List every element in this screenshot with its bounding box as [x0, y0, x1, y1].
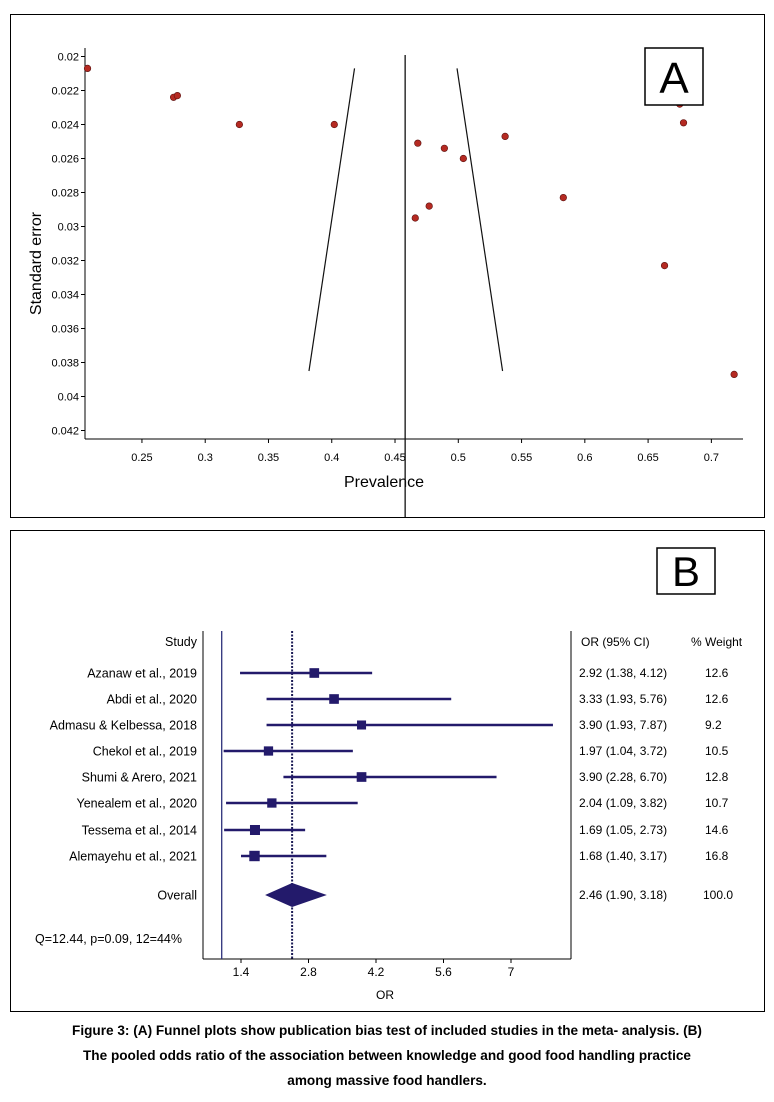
caption-line-3: among massive food handlers. — [287, 1073, 487, 1088]
y-tick-label: 0.03 — [58, 222, 79, 234]
y-axis-label: Standard error — [28, 211, 45, 315]
x-tick-label: 1.4 — [233, 965, 250, 979]
study-name: Abdi et al., 2020 — [107, 693, 197, 707]
weight-value: 16.8 — [705, 849, 729, 863]
weight-column-header: % Weight — [691, 635, 743, 649]
weight-value: 10.7 — [705, 796, 729, 810]
study-point — [411, 214, 419, 222]
panel-label: B — [672, 548, 700, 595]
y-tick-label: 0.038 — [51, 358, 79, 370]
or-ci-value: 1.68 (1.40, 3.17) — [579, 849, 667, 863]
figure-caption: Figure 3: (A) Funnel plots show publicat… — [8, 1018, 766, 1093]
study-point — [730, 370, 738, 379]
study-point — [660, 262, 669, 270]
study-point — [173, 91, 181, 100]
study-point — [414, 139, 422, 147]
y-tick-label: 0.042 — [51, 426, 79, 438]
heterogeneity-stats: Q=12.44, p=0.09, 12=44% — [35, 932, 182, 946]
or-ci-value: 3.33 (1.93, 5.76) — [579, 692, 667, 706]
or-ci-value: 1.69 (1.05, 2.73) — [579, 823, 667, 837]
weight-value: 9.2 — [705, 718, 722, 732]
x-tick-label: 0.65 — [637, 452, 658, 464]
study-point — [459, 154, 467, 163]
x-tick-label: 0.7 — [704, 452, 719, 464]
x-tick-label: 5.6 — [435, 965, 452, 979]
study-name: Admasu & Kelbessa, 2018 — [50, 719, 197, 733]
y-tick-label: 0.02 — [58, 52, 79, 64]
overall-label: Overall — [157, 889, 197, 903]
y-tick-label: 0.028 — [51, 188, 79, 200]
point-estimate-square — [249, 850, 260, 862]
study-point — [425, 202, 433, 210]
weight-value: 12.6 — [705, 692, 729, 706]
or-column-header: OR (95% CI) — [581, 635, 650, 649]
study-point — [679, 119, 688, 127]
x-tick-label: 0.55 — [511, 452, 532, 464]
point-estimate-square — [356, 772, 367, 782]
y-tick-label: 0.034 — [51, 290, 79, 302]
x-tick-label: 0.5 — [451, 452, 466, 464]
study-name: Yenealem et al., 2020 — [77, 797, 198, 811]
overall-diamond — [265, 883, 327, 907]
overall-or-ci-value: 2.46 (1.90, 3.18) — [579, 888, 667, 902]
panel-label-box — [644, 47, 704, 106]
study-column-header: Study — [165, 635, 198, 649]
x-axis-label: OR — [376, 988, 394, 1002]
study-point — [83, 64, 92, 73]
study-point — [559, 194, 567, 202]
point-estimate-square — [357, 720, 367, 730]
y-tick-label: 0.036 — [51, 324, 79, 336]
point-estimate-square — [263, 746, 274, 756]
or-ci-value: 3.90 (1.93, 7.87) — [579, 718, 667, 732]
point-estimate-square — [309, 668, 320, 678]
weight-value: 10.5 — [705, 744, 729, 758]
study-name: Tessema et al., 2014 — [82, 824, 197, 838]
x-tick-label: 0.25 — [131, 452, 152, 464]
or-ci-value: 3.90 (2.28, 6.70) — [579, 770, 667, 784]
x-tick-label: 4.2 — [368, 965, 385, 979]
x-tick-label: 7 — [508, 965, 515, 979]
panel-label-box — [656, 547, 716, 595]
study-name: Shumi & Arero, 2021 — [82, 771, 197, 785]
forest-plot-panel: B Study OR (95% CI) % Weight Azanaw et al., … — [10, 530, 765, 1012]
y-tick-label: 0.026 — [51, 154, 79, 166]
study-point — [235, 120, 243, 129]
y-tick-label: 0.022 — [51, 86, 79, 98]
funnel-right-line — [456, 68, 504, 372]
point-estimate-square — [329, 694, 339, 704]
weight-value: 14.6 — [705, 823, 729, 837]
weight-value: 12.8 — [705, 770, 729, 784]
y-tick-label: 0.024 — [51, 120, 79, 132]
x-tick-label: 0.6 — [577, 452, 592, 464]
study-name: Alemayehu et al., 2021 — [69, 850, 197, 864]
x-tick-label: 0.45 — [384, 452, 405, 464]
y-tick-label: 0.032 — [51, 256, 79, 268]
caption-line-1: Figure 3: (A) Funnel plots show publicat… — [72, 1023, 702, 1038]
panel-label: A — [659, 54, 689, 103]
forest-plot: B Study OR (95% CI) % Weight Azanaw et al., … — [35, 547, 743, 1002]
point-estimate-square — [249, 824, 260, 836]
x-axis-label: Prevalence — [344, 474, 424, 491]
funnel-plot: 0.02 0.022 0.024 0.026 0.028 0.03 0.032 0.034 0.… — [28, 47, 743, 517]
overall-weight-value: 100.0 — [703, 888, 733, 902]
or-ci-value: 2.92 (1.38, 4.12) — [579, 666, 667, 680]
study-point — [501, 132, 509, 140]
x-tick-label: 0.4 — [324, 452, 339, 464]
study-point — [440, 144, 448, 152]
funnel-plot-panel: 0.02 0.022 0.024 0.026 0.028 0.03 0.032 0.034 0.… — [10, 14, 765, 518]
y-tick-label: 0.04 — [58, 392, 79, 404]
or-ci-value: 2.04 (1.09, 3.82) — [579, 796, 667, 810]
caption-line-2: The pooled odds ratio of the association… — [83, 1048, 691, 1063]
study-name: Chekol et al., 2019 — [93, 745, 197, 759]
x-tick-label: 0.35 — [258, 452, 279, 464]
study-name: Azanaw et al., 2019 — [87, 667, 197, 681]
point-estimate-square — [267, 798, 277, 808]
funnel-left-line — [308, 68, 356, 372]
x-tick-label: 2.8 — [300, 965, 317, 979]
study-point — [330, 120, 338, 129]
or-ci-value: 1.97 (1.04, 3.72) — [579, 744, 667, 758]
weight-value: 12.6 — [705, 666, 729, 680]
x-tick-label: 0.3 — [198, 452, 213, 464]
